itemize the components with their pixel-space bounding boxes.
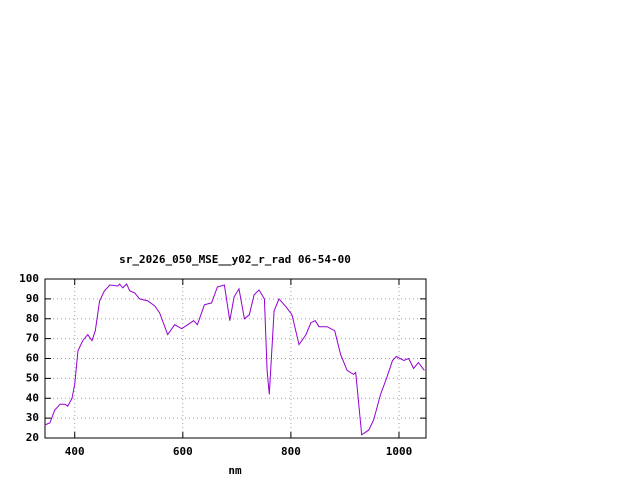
chart-title: sr_2026_050_MSE__y02_r_rad 06-54-00 (119, 253, 351, 266)
x-tick-label: 1000 (386, 445, 413, 458)
x-tick-label: 400 (65, 445, 85, 458)
y-tick-label: 30 (26, 411, 39, 424)
y-tick-label: 100 (19, 272, 39, 285)
plot-border (44, 278, 427, 439)
y-tick-label: 40 (26, 391, 39, 404)
x-tick-label: 800 (281, 445, 301, 458)
y-tick-label: 60 (26, 352, 39, 365)
x-tick-label: 600 (173, 445, 193, 458)
y-tick-label: 70 (26, 332, 39, 345)
y-tick-label: 90 (26, 292, 39, 305)
x-axis-label: nm (228, 464, 242, 477)
y-tick-label: 50 (26, 371, 39, 384)
data-line (44, 283, 425, 436)
y-tick-label: 80 (26, 312, 39, 325)
y-tick-label: 20 (26, 431, 39, 444)
